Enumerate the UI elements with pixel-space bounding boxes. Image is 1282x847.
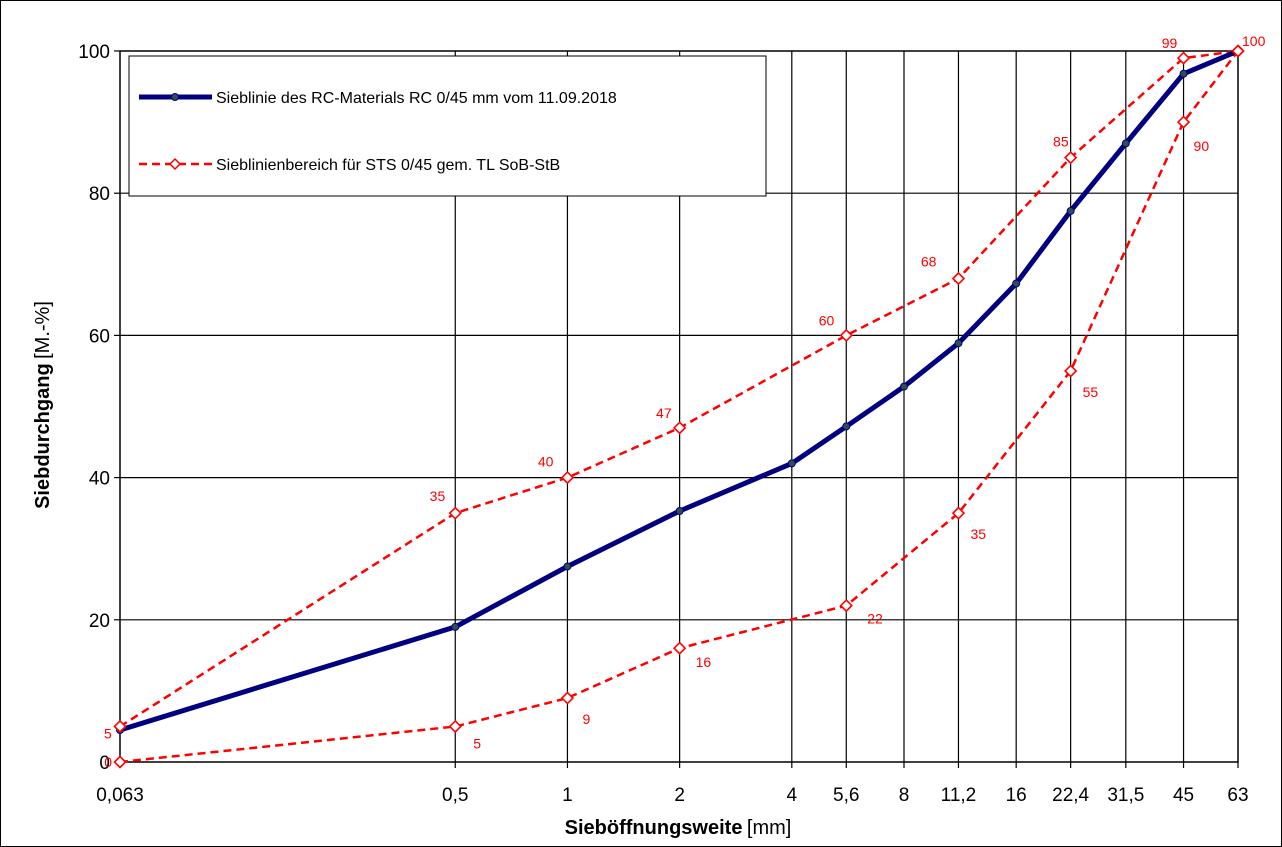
data-label-lower: 0: [104, 754, 112, 770]
sts-range-upper-point: [448, 506, 462, 520]
tick-label-y-0: 0: [99, 753, 110, 774]
sts-range-lower-point: [560, 691, 575, 705]
sts-range-upper-point: [113, 719, 127, 734]
tick-label-y-80: 80: [89, 184, 110, 205]
x-axis-label: Sieböffnungsweite: [565, 817, 743, 839]
rc-material-point: [954, 339, 963, 348]
sts-range-lower-point: [1231, 44, 1245, 58]
y-axis-unit: [M.-%]: [32, 301, 54, 359]
rc-material-point: [1179, 69, 1188, 78]
data-label-lower: 9: [582, 711, 590, 727]
tick-label-x-45: 45: [1173, 785, 1194, 806]
rc-material-point: [899, 382, 908, 391]
rc-material-point: [451, 622, 460, 631]
tick-label-x-0,5: 0,5: [442, 785, 468, 806]
legend-label-sts-range: Sieblinienbereich für STS 0/45 gem. TL S…: [216, 157, 560, 174]
sts-range-upper-point: [1176, 51, 1191, 65]
rc-material-point: [1012, 279, 1021, 288]
data-label-lower: 90: [1194, 138, 1210, 154]
rc-material-point: [1066, 206, 1075, 215]
sts-range-lower-point: [1176, 115, 1191, 129]
y-axis-label: Siebdurchgang: [32, 363, 54, 509]
data-label-upper: 35: [430, 488, 446, 504]
sts-range-upper-point: [951, 271, 966, 286]
rc-material-point: [787, 459, 796, 468]
tick-label-x-22,4: 22,4: [1052, 785, 1089, 806]
data-label-lower: 55: [1083, 384, 1099, 400]
x-axis-unit: [mm]: [747, 817, 791, 839]
data-label-upper: 100: [1242, 33, 1266, 49]
tick-label-y-40: 40: [89, 469, 110, 490]
y-axis-ticks: 0 20 40 60 80 100: [78, 42, 120, 774]
data-label-upper: 5: [104, 725, 112, 741]
sts-range-lower-point: [672, 641, 687, 655]
tick-label-x-1: 1: [562, 785, 573, 806]
y-axis-title: Siebdurchgang [M.-%]: [32, 301, 54, 509]
sts-range-lower-point: [1064, 364, 1078, 378]
rc-material-point: [842, 422, 851, 431]
plot-area-border: [119, 50, 1239, 763]
legend-marker-rc-material: [171, 93, 179, 101]
data-label-upper: 68: [921, 254, 937, 270]
data-label-upper: 40: [538, 454, 554, 470]
tick-label-y-100: 100: [78, 42, 110, 63]
sts-range-lower-point: [839, 598, 853, 613]
data-label-upper: 60: [819, 312, 835, 328]
tick-label-x-8: 8: [899, 785, 910, 806]
tick-label-x-16: 16: [1006, 785, 1027, 806]
series-layer: [113, 44, 1245, 769]
tick-label-x-5,6: 5,6: [833, 785, 859, 806]
x-axis-ticks: 0,063 0,5 1 2 4 5,6 8 11,2 16 22,4 31,5 45 63: [96, 762, 1249, 806]
tick-label-x-2: 2: [674, 785, 685, 806]
tick-label-x-0,063: 0,063: [96, 785, 144, 806]
rc-material-point: [563, 562, 572, 571]
sts-range-lower-point: [448, 719, 462, 734]
sts-range-lower-point: [951, 506, 966, 520]
rc-material-point: [1121, 139, 1130, 148]
data-label-lower: 35: [970, 526, 986, 542]
rc-material-point: [675, 507, 684, 516]
data-label-lower: 16: [696, 654, 712, 670]
data-label-lower: 5: [473, 735, 481, 751]
data-label-upper: 85: [1053, 134, 1069, 150]
tick-label-x-4: 4: [787, 785, 798, 806]
tick-label-x-11,2: 11,2: [941, 785, 977, 806]
sts-range-upper-point: [672, 421, 687, 435]
tick-label-x-63: 63: [1227, 785, 1248, 806]
tick-label-x-31,5: 31,5: [1107, 785, 1144, 806]
data-labels: 5 35 40 47 60 68 85 99 100 0 5 9 16 22 35 55 90: [104, 33, 1266, 770]
data-label-upper: 99: [1162, 35, 1178, 51]
sts-range-upper-point: [839, 328, 853, 343]
data-label-upper: 47: [656, 405, 672, 421]
tick-label-y-20: 20: [89, 611, 110, 632]
sts-range-upper-point: [560, 470, 575, 485]
legend-box: [128, 55, 767, 197]
sts-range-upper-point: [1064, 151, 1078, 165]
sts-range-upper-line: [119, 49, 1239, 728]
data-label-lower: 22: [867, 611, 883, 627]
x-axis-title: Sieböffnungsweite [mm]: [565, 817, 792, 839]
legend-label-rc-material: Sieblinie des RC-Materials RC 0/45 mm vo…: [216, 90, 617, 107]
sts-range-lower-point: [113, 755, 127, 769]
tick-label-y-60: 60: [89, 326, 110, 347]
legend-marker-sts-range: [168, 157, 182, 171]
legend: Sieblinie des RC-Materials RC 0/45 mm vo…: [128, 55, 767, 197]
